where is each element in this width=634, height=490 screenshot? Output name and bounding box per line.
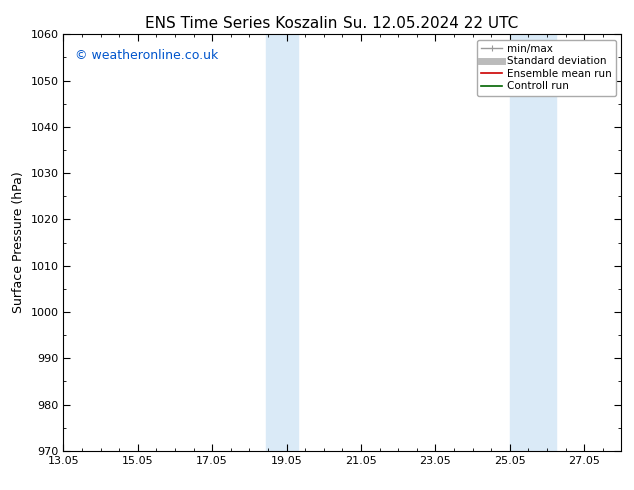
Text: © weatheronline.co.uk: © weatheronline.co.uk	[75, 49, 218, 62]
Text: ENS Time Series Koszalin: ENS Time Series Koszalin	[145, 16, 337, 31]
Bar	[510, 34, 556, 451]
Y-axis label: Surface Pressure (hPa): Surface Pressure (hPa)	[12, 172, 25, 314]
Legend: min/max, Standard deviation, Ensemble mean run, Controll run: min/max, Standard deviation, Ensemble me…	[477, 40, 616, 96]
Bar	[266, 34, 298, 451]
Text: Su. 12.05.2024 22 UTC: Su. 12.05.2024 22 UTC	[344, 16, 519, 31]
